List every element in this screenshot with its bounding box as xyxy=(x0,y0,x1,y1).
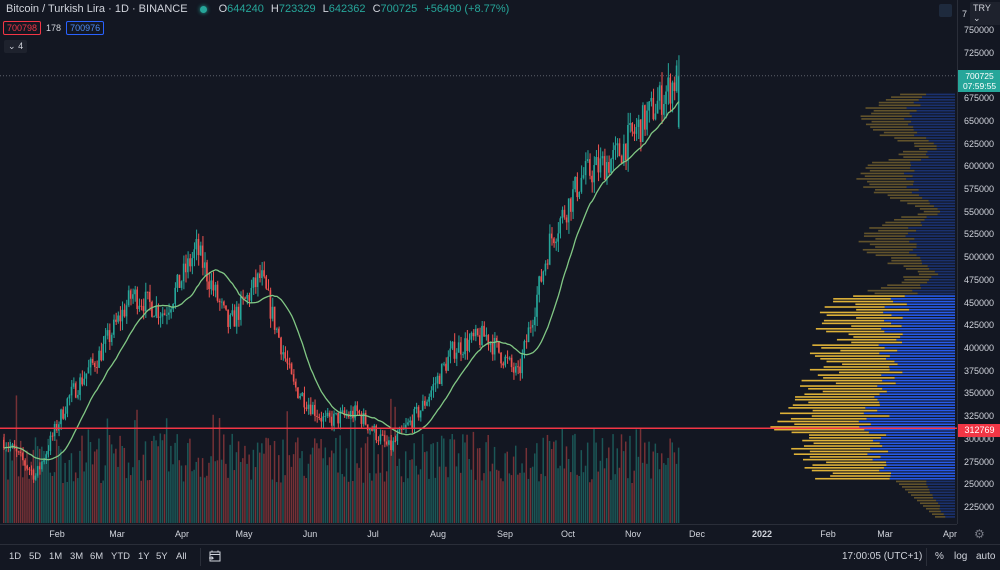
price-tick-label: 325000 xyxy=(964,411,995,422)
time-tick-label: Aug xyxy=(429,529,447,539)
indicators-collapse-button[interactable]: ⌄ 4 xyxy=(4,40,28,53)
auto-scale-toggle[interactable]: auto xyxy=(976,551,996,562)
divider xyxy=(926,548,927,566)
price-tick-label: 600000 xyxy=(964,161,995,172)
range-button-ytd[interactable]: YTD xyxy=(111,551,130,562)
price-tick-label: 350000 xyxy=(964,388,995,399)
price-axis[interactable]: 7 TRY ⌄ 750000 725000 675000 650000 625000 60… xyxy=(957,0,1000,524)
price-tick-label: 575000 xyxy=(964,184,995,194)
price-tick-label: 550000 xyxy=(964,206,995,217)
price-tick-label: 500000 xyxy=(964,252,995,263)
ohlc-values: O644240 H723329 L642362 C700725 +56490 (… xyxy=(218,3,510,15)
price-tick-label: 225000 xyxy=(964,502,995,512)
time-tick-label: May xyxy=(235,529,253,539)
price-chart[interactable] xyxy=(0,0,957,524)
indicator-values-row: 700798 178 700976 xyxy=(3,21,105,35)
indicator-value-red: 700798 xyxy=(3,21,42,35)
time-tick-label: Feb xyxy=(49,529,65,539)
market-status-dot-icon[interactable] xyxy=(199,5,207,13)
time-tick-label: Feb xyxy=(820,529,836,539)
range-button-1d[interactable]: 1D xyxy=(9,551,22,562)
range-button-1m[interactable]: 1M xyxy=(49,551,63,562)
price-tick-label: 300000 xyxy=(964,433,995,444)
price-tick-label: 750000 xyxy=(964,25,995,35)
time-tick-label: Nov xyxy=(624,529,642,539)
price-tick-label: 250000 xyxy=(964,479,995,490)
price-tick-label: 275000 xyxy=(964,456,995,467)
symbol-title[interactable]: Bitcoin / Turkish Lira · 1D · BINANCE xyxy=(6,3,188,15)
range-button-3m[interactable]: 3M xyxy=(70,551,84,562)
price-tick-label: 400000 xyxy=(964,343,995,353)
last-price-label: 700725 07:59:55 xyxy=(958,70,1000,92)
indicator-value-middle: 178 xyxy=(46,23,62,33)
chart-legend: Bitcoin / Turkish Lira · 1D · BINANCE O6… xyxy=(6,3,513,15)
range-button-5d[interactable]: 5D xyxy=(29,551,42,562)
time-axis[interactable]: Feb Mar Apr May Jun Jul Aug Sep Oct Nov Dec 2022 Feb… xyxy=(0,524,957,545)
price-tick-label: 425000 xyxy=(964,320,995,331)
range-button-5y[interactable]: 5Y xyxy=(156,551,168,562)
time-tick-label: Jul xyxy=(367,529,379,539)
indicator-value-blue: 700976 xyxy=(66,21,105,35)
range-button-all[interactable]: All xyxy=(176,551,187,562)
bar-countdown: 07:59:55 xyxy=(962,81,997,91)
time-tick-label: Apr xyxy=(174,529,190,539)
time-tick-label: Oct xyxy=(560,529,576,539)
gear-icon[interactable]: ⚙ xyxy=(974,527,985,541)
time-tick-label: Sep xyxy=(496,529,514,539)
chart-area[interactable]: Bitcoin / Turkish Lira · 1D · BINANCE O6… xyxy=(0,0,957,524)
time-tick-label: Dec xyxy=(688,529,706,539)
clock-timezone[interactable]: 17:00:05 (UTC+1) xyxy=(842,551,923,562)
price-tick-label: 675000 xyxy=(964,93,995,104)
range-button-6m[interactable]: 6M xyxy=(90,551,104,562)
price-tick-label: 525000 xyxy=(964,229,995,240)
price-tick-label: 475000 xyxy=(964,274,995,285)
chevron-down-icon: ⌄ xyxy=(8,41,16,51)
currency-selector[interactable]: 7 TRY ⌄ xyxy=(962,2,1000,25)
divider xyxy=(200,548,201,566)
chevron-down-icon: ⌄ xyxy=(973,13,981,23)
percent-scale-toggle[interactable]: % xyxy=(935,551,944,562)
time-tick-label: Mar xyxy=(877,529,893,539)
price-tick-label: 725000 xyxy=(964,47,995,58)
time-tick-label: 2022 xyxy=(751,529,773,539)
time-tick-label: Mar xyxy=(109,529,125,539)
time-tick-label: Jun xyxy=(302,529,318,539)
price-tick-label: 650000 xyxy=(964,115,995,126)
time-tick-label: Apr xyxy=(942,529,958,539)
price-tick-label: 450000 xyxy=(964,297,995,308)
price-tick-label: 375000 xyxy=(964,365,995,376)
log-scale-toggle[interactable]: log xyxy=(954,551,968,562)
price-tick-label: 625000 xyxy=(964,138,995,149)
go-to-date-icon[interactable] xyxy=(208,549,222,566)
horizontal-line-price-label: 312769 xyxy=(958,424,1000,437)
bottom-toolbar: 1D 5D 1M 3M 6M YTD 1Y 5Y All 17:00:05 (UTC+1) % … xyxy=(0,544,1000,570)
price-change: +56490 (+8.77%) xyxy=(424,3,510,15)
range-button-1y[interactable]: 1Y xyxy=(138,551,150,562)
chart-overlay-toggle-button[interactable] xyxy=(939,4,952,17)
